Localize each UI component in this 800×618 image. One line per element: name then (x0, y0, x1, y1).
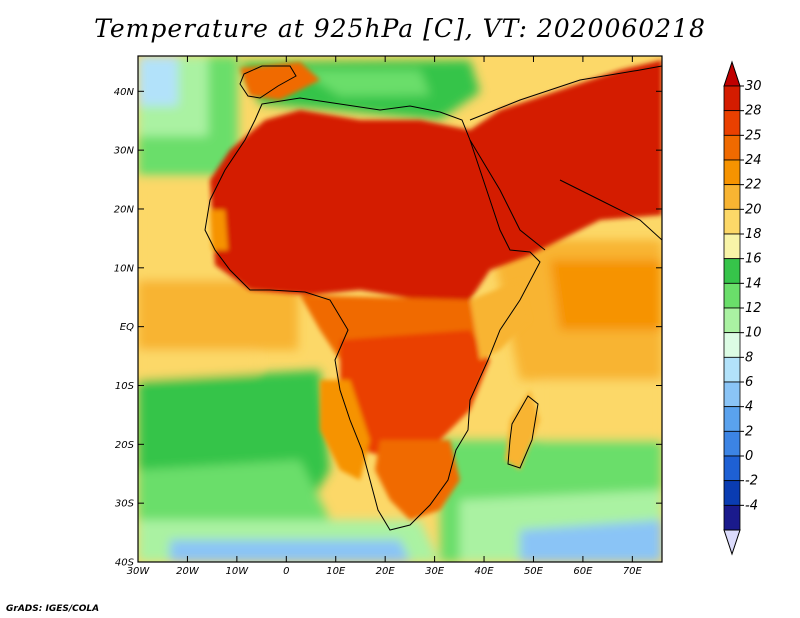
page-title: Temperature at 925hPa [C], VT: 202006021… (94, 14, 706, 43)
colorbar-swatch (723, 184, 741, 210)
colorbar-swatch (723, 208, 741, 235)
colorbar-swatch (723, 282, 741, 309)
lat-tick-label: 40N (114, 87, 135, 98)
colorbar-label: 4 (745, 400, 753, 415)
lon-tick-label: 60E (573, 566, 593, 577)
colorbar-label: 12 (745, 301, 762, 316)
lon-tick-label: 10W (226, 566, 250, 577)
lat-tick-label: 10N (114, 263, 135, 274)
lon-tick-label: 70E (623, 566, 643, 577)
colorbar-label: -4 (745, 498, 758, 513)
lon-tick-label: 40E (475, 566, 495, 577)
lat-tick-label: 30S (115, 499, 135, 510)
lon-tick-label: 50E (524, 566, 544, 577)
colorbar-bottom-arrow (723, 529, 741, 556)
colorbar-label: 24 (745, 153, 762, 168)
colorbar-label: 8 (745, 350, 753, 365)
colorbar-label: 6 (745, 375, 753, 390)
colorbar-swatch (723, 258, 741, 284)
map-frame (137, 55, 663, 563)
lat-tick-label: 30N (114, 146, 135, 157)
colorbar-label: 20 (745, 202, 762, 217)
colorbar-swatch (723, 430, 741, 457)
colorbar-top-arrow (723, 60, 741, 87)
lat-tick-label: 10S (115, 381, 135, 392)
colorbar-label: 22 (745, 178, 762, 193)
colorbar-swatch (723, 159, 741, 186)
colorbar-swatch (723, 406, 741, 432)
lon-tick-label: 20E (376, 566, 396, 577)
temperature-field (138, 56, 662, 562)
land-temperature (210, 60, 662, 520)
lat-tick-label: 20N (114, 204, 135, 215)
colorbar-label: 0 (745, 449, 753, 464)
credit-label: GrADS: IGES/COLA (6, 604, 100, 614)
lat-tick-label: 40S (115, 558, 135, 569)
colorbar-swatch (723, 134, 741, 161)
colorbar-swatch (723, 455, 741, 482)
colorbar-label: -2 (745, 474, 758, 489)
colorbar-label: 14 (745, 276, 762, 291)
colorbar-swatch (723, 356, 741, 383)
colorbar-swatch (723, 332, 741, 358)
lon-tick-label: 20W (176, 566, 200, 577)
colorbar-label: 16 (745, 252, 762, 267)
lat-tick-label: 20S (115, 440, 135, 451)
colorbar-swatch (723, 307, 741, 334)
colorbar-swatch (723, 480, 741, 506)
colorbar-label: 30 (745, 79, 762, 94)
lon-tick-label: 0 (283, 566, 289, 577)
colorbar-swatch (723, 85, 741, 112)
colorbar-label: 28 (745, 104, 762, 119)
colorbar-swatch (723, 110, 741, 136)
lon-tick-label: 30E (425, 566, 445, 577)
colorbar-label: 10 (745, 326, 762, 341)
lon-tick-label: 10E (326, 566, 346, 577)
colorbar-label: 2 (745, 424, 753, 439)
latitude-axis: 40N 30N 20N 10N EQ 10S 20S 30S 40S (114, 87, 662, 569)
colorbar-swatch (723, 381, 741, 408)
colorbar-label: 25 (745, 128, 762, 143)
lat-tick-label: EQ (120, 322, 134, 333)
colorbar-swatch (723, 504, 741, 531)
colorbar-label: 18 (745, 227, 762, 242)
longitude-axis: 30W 20W 10W 0 10E 20E 30E 40E 50E 60E 70E (127, 56, 643, 577)
lon-tick-label: 30W (127, 566, 151, 577)
colorbar-swatch (723, 233, 741, 260)
coastlines (204, 65, 662, 531)
